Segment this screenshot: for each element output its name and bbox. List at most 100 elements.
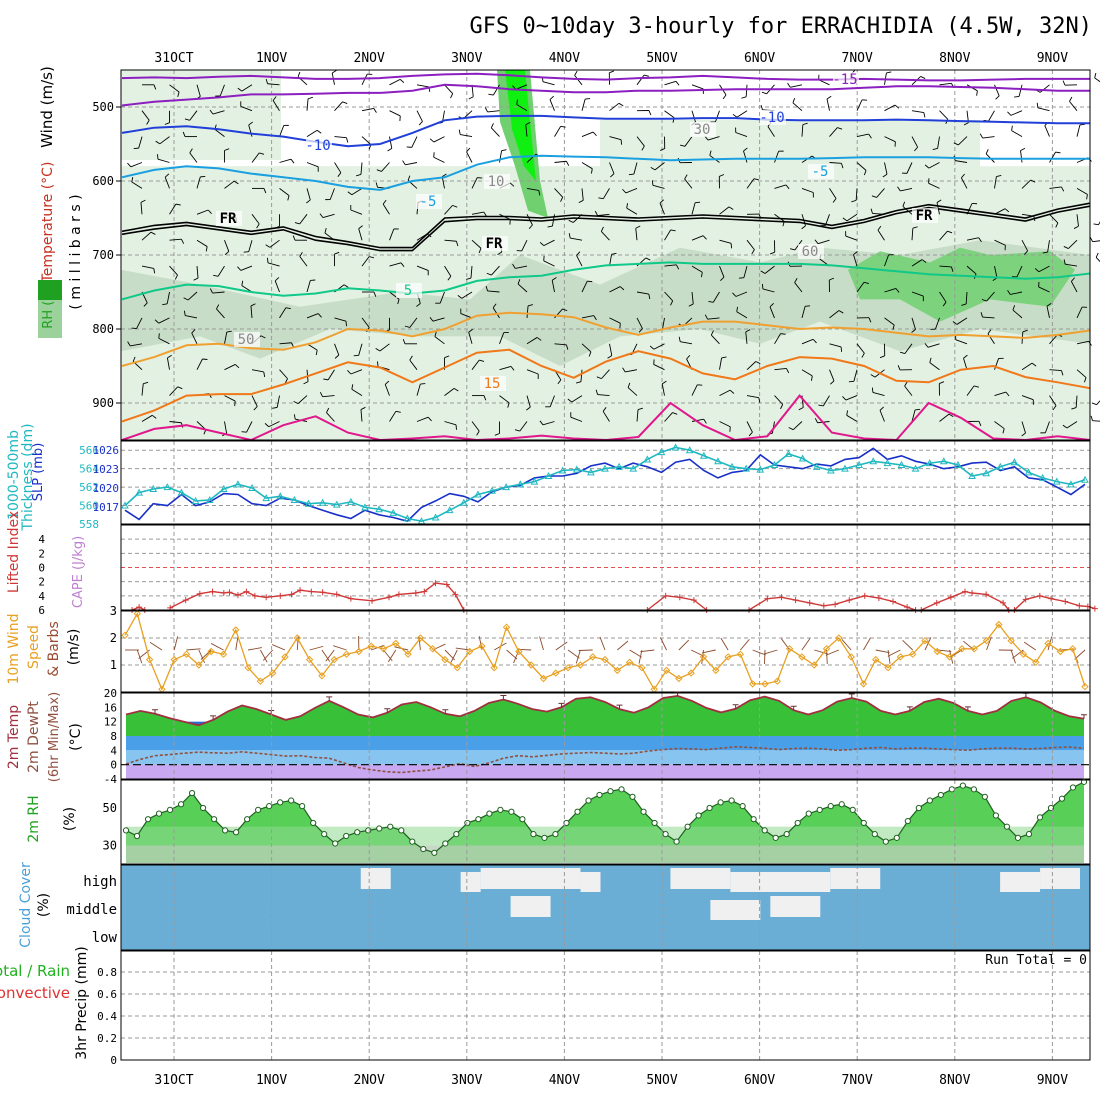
- wind-barb: [1071, 277, 1075, 282]
- wind-barb: [1002, 428, 1005, 434]
- temp-band: [126, 736, 1084, 751]
- lifted-index-marker: [969, 590, 976, 596]
- rh-marker: [629, 793, 636, 800]
- wind-barb: [659, 203, 665, 215]
- wind-barb: [664, 291, 674, 302]
- wind-barb: [707, 136, 720, 141]
- wind-barb: [358, 225, 363, 230]
- wind-barb: [490, 123, 494, 129]
- wind-barb: [334, 343, 340, 356]
- wind-barb: [384, 380, 390, 385]
- lifted-index-marker: [333, 591, 340, 598]
- wind-barb: [877, 229, 885, 241]
- wind-barb: [801, 338, 814, 345]
- wind-barb: [817, 239, 830, 245]
- cloud-clear-high: [670, 868, 731, 889]
- wind-barb: [416, 303, 421, 307]
- wind-barb: [259, 152, 265, 155]
- wind-barb: [1069, 101, 1078, 111]
- rh-marker: [332, 840, 339, 847]
- wind-barb: [358, 343, 363, 356]
- wind-barb: [306, 199, 311, 204]
- wind-barb: [691, 384, 698, 396]
- wind-barb: [510, 366, 515, 371]
- wind-barb: [704, 314, 708, 320]
- wind-barb: [722, 94, 727, 100]
- wind-barb: [429, 316, 434, 322]
- wind-barb: [1024, 250, 1028, 255]
- thickness-marker: [474, 490, 482, 498]
- wind-speed-marker: [970, 645, 978, 653]
- wind-barb: [384, 384, 390, 396]
- rh-marker: [277, 799, 284, 806]
- wind-barb: [499, 395, 510, 404]
- wind-barb: [285, 307, 291, 310]
- wind-barb: [306, 162, 319, 168]
- temp-line: [125, 694, 1085, 727]
- lifted-index-marker: [277, 592, 284, 599]
- wind-barb: [294, 222, 300, 225]
- wind-barb: [389, 78, 401, 86]
- panel-y-label: (%): [62, 807, 78, 831]
- wind-barb: [570, 416, 583, 422]
- wind-barb: [1061, 186, 1065, 192]
- wind-barb: [735, 132, 748, 138]
- wind-barb: [434, 331, 437, 337]
- wind-barb: [902, 201, 906, 207]
- wind-barb: [250, 303, 256, 307]
- wind-barb: [571, 395, 583, 403]
- wind-barb: [710, 330, 714, 336]
- contour-label: 10: [488, 174, 505, 190]
- wind-barb: [721, 356, 727, 359]
- wind-barb: [263, 371, 266, 377]
- wind-barb: [528, 224, 533, 230]
- wind-barb: [549, 95, 554, 100]
- wind-barb: [1076, 340, 1089, 345]
- wind-barb: [542, 81, 555, 86]
- wind-barb: [845, 235, 858, 241]
- y-tick-label: 0: [110, 1054, 117, 1067]
- contour-label-bg: [480, 376, 506, 391]
- thickness-marker: [897, 460, 906, 468]
- wind-barb: [141, 110, 150, 121]
- wind-barb: [994, 84, 1000, 97]
- rh-marker: [188, 789, 196, 797]
- wind-barb: [224, 180, 235, 189]
- wind-barb: [709, 150, 712, 156]
- wind-speed-marker: [736, 650, 745, 658]
- wind-barb: [884, 254, 890, 267]
- wind-barb: [138, 136, 143, 149]
- wind-barb: [433, 136, 445, 143]
- wind-barb: [1049, 369, 1062, 371]
- wind-barb: [1047, 240, 1050, 253]
- rh-marker: [354, 829, 361, 836]
- wind-barb: [691, 84, 704, 90]
- label-part: 2m RH: [26, 795, 42, 842]
- wind-barb: [1049, 395, 1057, 406]
- wind-barb: [982, 136, 995, 139]
- wind-speed-marker: [318, 672, 326, 680]
- wind-barb: [455, 647, 470, 651]
- lifted-index-marker: [395, 591, 402, 598]
- wind-barb: [966, 265, 977, 275]
- wind-barb: [146, 120, 150, 125]
- thickness-marker: [827, 466, 835, 474]
- wind-barb: [801, 225, 806, 230]
- wind-barb: [980, 312, 983, 318]
- wind-barb: [566, 344, 569, 350]
- rh-marker: [717, 799, 724, 806]
- date-label: 4NOV: [549, 51, 580, 66]
- thickness-marker: [445, 506, 454, 514]
- lifted-index-marker: [226, 589, 233, 596]
- wind-barb: [710, 334, 720, 345]
- wind-barb: [250, 305, 253, 318]
- thickness-marker: [1010, 458, 1019, 466]
- wind-speed-marker: [613, 666, 622, 675]
- wind-barb: [499, 150, 503, 163]
- wind-barb: [580, 369, 583, 382]
- wind-barb: [934, 317, 940, 330]
- rh-band: [126, 845, 1084, 863]
- wind-barb: [961, 173, 965, 179]
- wind-barb: [169, 238, 182, 241]
